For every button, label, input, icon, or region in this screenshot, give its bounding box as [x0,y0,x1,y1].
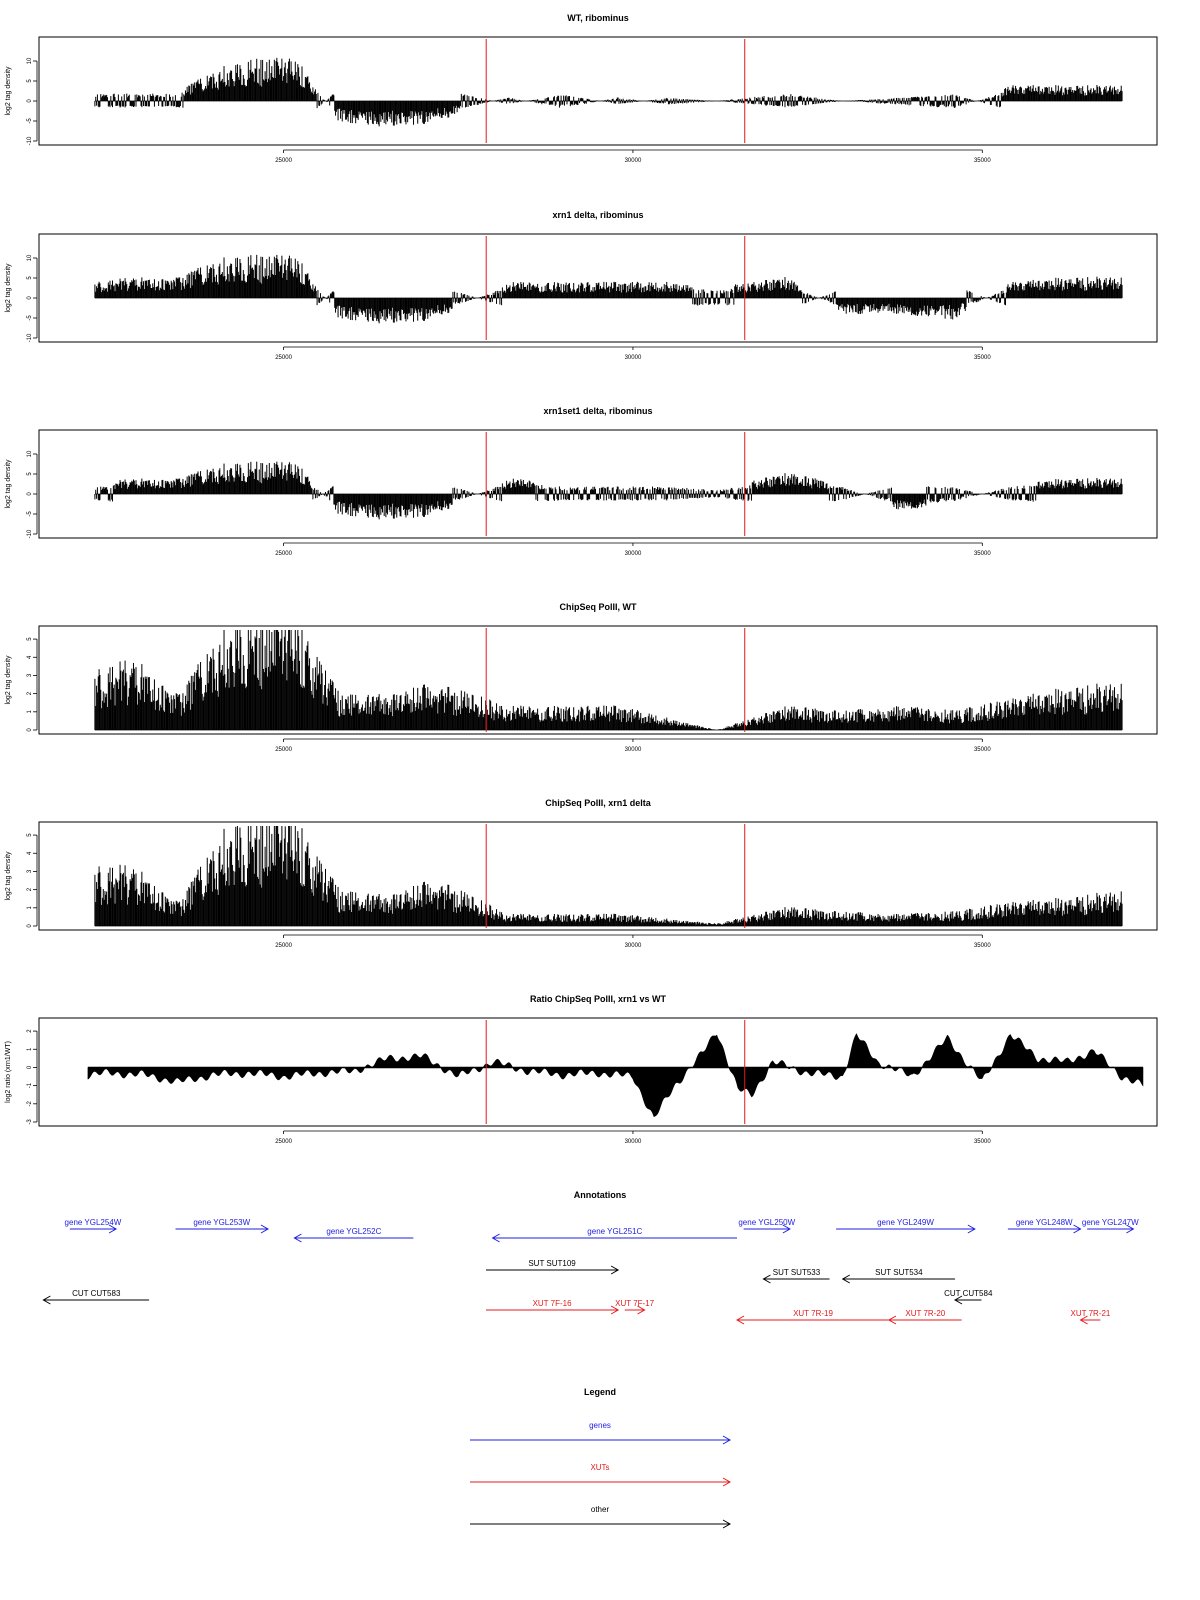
x-tick-label: 25000 [275,551,292,557]
y-tick-label: -10 [27,333,33,342]
data-series [94,461,1123,520]
x-tick-label: 25000 [275,158,292,164]
y-tick-label: 5 [27,472,33,476]
x-tick-label: 35000 [974,551,991,557]
x-tick-label: 30000 [625,158,642,164]
y-tick-label: -5 [27,511,33,517]
chart-title: ChipSeq PolII, WT [560,602,637,612]
y-axis-label: log2 tag density [5,263,12,313]
y-tick-label: 1 [27,709,33,713]
chart-title: xrn1set1 delta, ribominus [543,406,652,416]
x-tick-label: 25000 [275,747,292,753]
data-series [94,254,1123,324]
y-tick-label: 5 [27,276,33,280]
plot-frame [38,233,1158,343]
y-tick-label: 0 [27,99,33,103]
x-tick-label: 25000 [275,355,292,361]
x-tick-label: 35000 [974,747,991,753]
chart-title: xrn1 delta, ribominus [552,210,643,220]
plot-frame [38,625,1158,735]
y-tick-label: 5 [27,79,33,83]
x-tick-label: 35000 [974,355,991,361]
y-tick-label: 4 [27,655,33,659]
x-tick-label: 30000 [625,747,642,753]
chart-title: WT, ribominus [567,13,629,23]
y-tick-label: 10 [27,254,33,261]
chart-panel-1: WT, ribominus -10 -5 0 5 10 log2 tag density 25… [5,13,1158,164]
x-tick-label: 30000 [625,551,642,557]
y-tick-label: 2 [27,691,33,695]
y-tick-label: 0 [27,728,33,732]
y-tick-label: 10 [27,450,33,457]
y-tick-label: 3 [27,673,33,677]
chart-panel-2: xrn1 delta, ribominus -10 -5 0 5 10 log2 tag d… [5,210,1158,361]
y-tick-label: -10 [27,136,33,145]
plot-frame [38,36,1158,146]
y-tick-label: 0 [27,492,33,496]
chart-panel-4: ChipSeq PolII, WT 0 1 2 3 4 5 log2 tag density 2… [5,602,1158,753]
y-axis-label: log2 tag density [5,655,12,705]
plot-frame [38,429,1158,539]
y-tick-label: 5 [27,637,33,641]
x-tick-label: 30000 [625,355,642,361]
y-tick-label: -5 [27,315,33,321]
data-series [94,57,1123,127]
y-tick-label: -5 [27,118,33,124]
x-tick-label: 35000 [974,158,991,164]
y-tick-label: 0 [27,296,33,300]
y-axis-label: log2 tag density [5,66,12,116]
y-tick-label: -10 [27,529,33,538]
chart-panel-3: xrn1set1 delta, ribominus -10 -5 0 5 10 log2 t… [5,406,1158,557]
y-tick-label: 10 [27,57,33,64]
y-axis-label: log2 tag density [5,459,12,509]
data-series [94,630,1123,731]
